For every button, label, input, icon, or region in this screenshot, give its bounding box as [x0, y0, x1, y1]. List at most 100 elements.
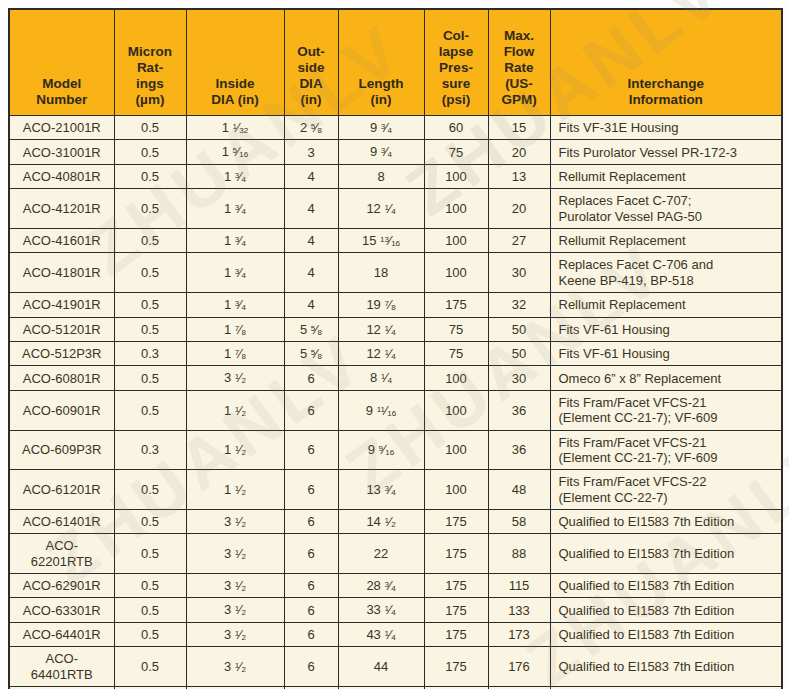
cell-micron: 0.5	[114, 470, 186, 510]
cell-inside-dia: 1 1⁄2	[186, 430, 284, 470]
table-row: ACO-41201R0.51 3⁄4412 1⁄410020Replaces F…	[9, 189, 782, 229]
cell-model: ACO-60801R	[9, 366, 114, 390]
cell-micron: 0.5	[114, 622, 186, 646]
cell-interchange: Fits VF-61 Housing	[550, 342, 782, 366]
cell-flow: 36	[488, 430, 550, 470]
cell-collapse: 100	[424, 430, 488, 470]
cell-model: ACO-41901R	[9, 293, 114, 317]
cell-flow: 36	[488, 390, 550, 430]
spec-table-header: ModelNumberMicronRat-ings(µm)InsideDIA (…	[9, 9, 782, 116]
cell-interchange: Fits Fram/Facet VFCS-22(Element CC-22-7)	[550, 470, 782, 510]
column-header-collapse: Col-lapsePres-sure(psi)	[424, 9, 488, 116]
cell-model: ACO-51201R	[9, 317, 114, 341]
cell-flow: 27	[488, 229, 550, 253]
cell-model: ACO-64401RTB	[9, 647, 114, 687]
cell-inside-dia: 3 1⁄2	[186, 366, 284, 390]
cell-interchange: Fits Fram/Facet VFCS-21(Element CC-21-7)…	[550, 430, 782, 470]
cell-interchange: Rellumit Replacement	[550, 164, 782, 188]
cell-outside-dia: 6	[284, 574, 338, 598]
cell-micron: 0.5	[114, 647, 186, 687]
table-row: ACO-21001R0.51 1⁄322 5⁄89 3⁄46015Fits VF…	[9, 116, 782, 140]
cell-inside-dia: 1 7⁄8	[186, 317, 284, 341]
cell-length: 9 11⁄16	[338, 390, 424, 430]
cell-model: ACO-609P3R	[9, 430, 114, 470]
cell-length: 12 1⁄4	[338, 189, 424, 229]
column-header-length: Length(in)	[338, 9, 424, 116]
column-header-interchange: InterchangeInformation	[550, 9, 782, 116]
cell-model: ACO-64401R	[9, 622, 114, 646]
cell-inside-dia: 1 3⁄4	[186, 189, 284, 229]
cell-model: ACO-512P3R	[9, 342, 114, 366]
cell-interchange: Fits VF-31E Housing	[550, 116, 782, 140]
cell-length: 14 1⁄2	[338, 509, 424, 533]
cell-outside-dia: 2 5⁄8	[284, 116, 338, 140]
cell-inside-dia: 3 1⁄2	[186, 622, 284, 646]
cell-flow: 20	[488, 189, 550, 229]
column-header-inside-dia: InsideDIA (in)	[186, 9, 284, 116]
cell-flow: 30	[488, 366, 550, 390]
cell-micron: 0.5	[114, 390, 186, 430]
cell-outside-dia: 5 5⁄8	[284, 342, 338, 366]
cell-length: 28 3⁄4	[338, 574, 424, 598]
table-row: ACO-60801R0.53 1⁄268 1⁄410030Omeco 6” x …	[9, 366, 782, 390]
cell-length: 19 7⁄8	[338, 293, 424, 317]
cell-inside-dia: 3 1⁄2	[186, 598, 284, 622]
cell-model: ACO-40801R	[9, 164, 114, 188]
cell-inside-dia: 1 3⁄4	[186, 253, 284, 293]
cell-model: ACO-62201RTB	[9, 534, 114, 574]
table-row: ACO-61401R0.53 1⁄2614 1⁄217558Qualified …	[9, 509, 782, 533]
cell-model: ACO-63301R	[9, 598, 114, 622]
page: ZHUANLVZHUANLVZHUANLVZHUANLVZHUANLV Mode…	[0, 0, 789, 689]
cell-length: 18	[338, 253, 424, 293]
cell-micron: 0.5	[114, 253, 186, 293]
cell-model: ACO-61201R	[9, 470, 114, 510]
cell-flow: 88	[488, 534, 550, 574]
table-row: ACO-41601R0.51 3⁄4415 13⁄1610027Rellumit…	[9, 229, 782, 253]
cell-inside-dia: 1 1⁄32	[186, 116, 284, 140]
cell-inside-dia: 3 1⁄2	[186, 509, 284, 533]
cell-collapse: 175	[424, 509, 488, 533]
table-row: ACO-64401RTB0.53 1⁄2644175176Qualified t…	[9, 647, 782, 687]
cell-inside-dia: 1 1⁄2	[186, 470, 284, 510]
cell-collapse: 175	[424, 647, 488, 687]
table-row: ACO-41901R0.51 3⁄4419 7⁄817532Rellumit R…	[9, 293, 782, 317]
cell-inside-dia: 1 3⁄4	[186, 164, 284, 188]
cell-collapse: 175	[424, 574, 488, 598]
cell-flow: 50	[488, 317, 550, 341]
column-header-outside-dia: Out-sideDIA(in)	[284, 9, 338, 116]
cell-length: 15 13⁄16	[338, 229, 424, 253]
filter-element-spec-table: ModelNumberMicronRat-ings(µm)InsideDIA (…	[8, 8, 783, 689]
cell-length: 22	[338, 534, 424, 574]
cell-outside-dia: 4	[284, 293, 338, 317]
cell-model: ACO-62901R	[9, 574, 114, 598]
cell-inside-dia: 1 7⁄8	[186, 342, 284, 366]
column-header-model: ModelNumber	[9, 9, 114, 116]
cell-outside-dia: 6	[284, 366, 338, 390]
cell-collapse: 60	[424, 116, 488, 140]
table-row: ACO-62201RTB0.53 1⁄262217588Qualified to…	[9, 534, 782, 574]
cell-interchange: Fits Purolator Vessel PR-172-3	[550, 140, 782, 164]
cell-length: 12 1⁄4	[338, 342, 424, 366]
cell-micron: 0.5	[114, 293, 186, 317]
cell-interchange: Qualified to EI1583 7th Edition	[550, 647, 782, 687]
cell-model: ACO-61401R	[9, 509, 114, 533]
cell-outside-dia: 4	[284, 229, 338, 253]
cell-collapse: 100	[424, 164, 488, 188]
cell-inside-dia: 3 1⁄2	[186, 534, 284, 574]
cell-collapse: 175	[424, 293, 488, 317]
cell-model: ACO-21001R	[9, 116, 114, 140]
cell-model: ACO-41601R	[9, 229, 114, 253]
cell-flow: 20	[488, 140, 550, 164]
cell-outside-dia: 6	[284, 390, 338, 430]
column-header-flow: Max.FlowRate(US-GPM)	[488, 9, 550, 116]
cell-collapse: 75	[424, 342, 488, 366]
cell-interchange: Qualified to EI1583 7th Edition	[550, 509, 782, 533]
cell-collapse: 175	[424, 622, 488, 646]
table-row: ACO-51201R0.51 7⁄85 5⁄812 1⁄47550Fits VF…	[9, 317, 782, 341]
cell-interchange: Qualified to EI1583 7th Edition	[550, 622, 782, 646]
cell-length: 8	[338, 164, 424, 188]
cell-interchange: Replaces Facet C-706 andKeene BP-419, BP…	[550, 253, 782, 293]
cell-length: 33 1⁄4	[338, 598, 424, 622]
cell-micron: 0.5	[114, 116, 186, 140]
cell-length: 9 3⁄4	[338, 116, 424, 140]
